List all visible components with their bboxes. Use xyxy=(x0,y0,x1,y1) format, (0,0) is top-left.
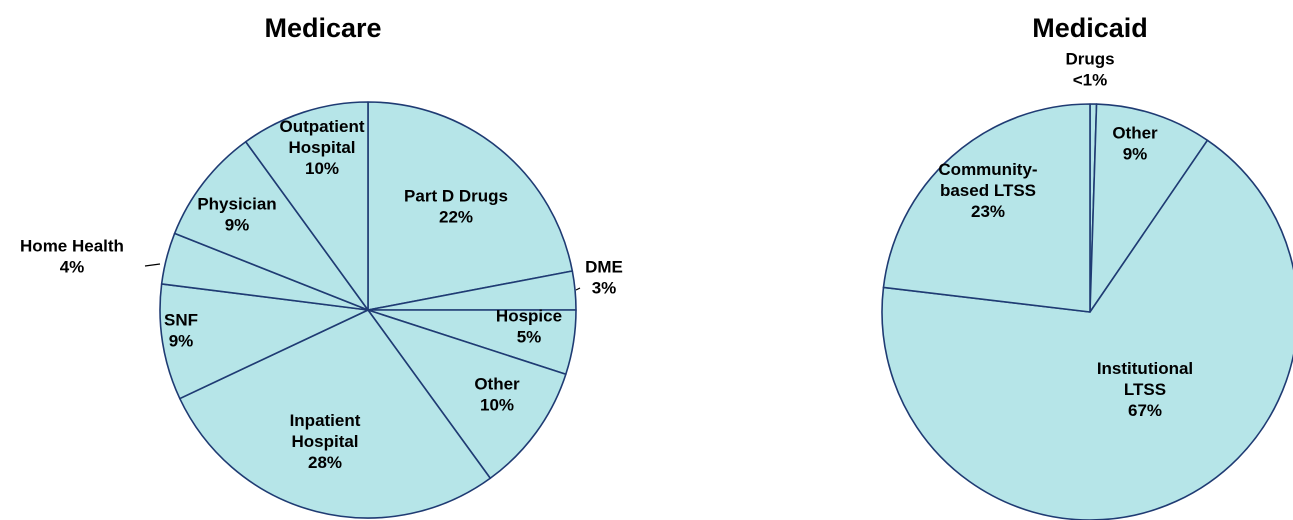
medicare-chart-title: Medicare xyxy=(264,13,381,43)
medicare-slice-4 xyxy=(179,309,492,519)
medicare-pie: Part D Drugs 22% DME 3% Hospice 5% Other 10% Inp… xyxy=(20,101,623,519)
medicare-slice-label-7: Physician 9% xyxy=(197,195,276,235)
medicaid-slice-1 xyxy=(1089,103,1209,313)
medicaid-slice-label-2: Institutional LTSS 67% xyxy=(1097,359,1193,420)
medicare-slice-8 xyxy=(244,101,369,311)
medicare-slice-3 xyxy=(367,309,567,480)
medicare-slice-label-4: Inpatient Hospital 28% xyxy=(290,411,361,472)
medicaid-chart-title: Medicaid xyxy=(1032,13,1148,43)
leader-line xyxy=(575,287,581,291)
medicare-slice-0 xyxy=(367,101,574,311)
medicare-slice-label-8: Outpatient Hospital 10% xyxy=(280,117,365,178)
medicaid-slice-2 xyxy=(881,139,1293,520)
leader-line xyxy=(144,263,161,267)
medicaid-slice-label-3: Community-based LTSS 23% xyxy=(938,160,1037,221)
medicare-slice-label-3: Other 10% xyxy=(474,375,520,415)
medicare-slice-label-1: DME 3% xyxy=(585,258,623,298)
medicare-slice-7 xyxy=(173,140,369,311)
medicare-slice-label-0: Part D Drugs 22% xyxy=(404,187,508,227)
medicare-slice-5 xyxy=(159,283,369,400)
medicare-slice-label-6: Home Health 4% xyxy=(20,237,124,277)
medicaid-slice-label-1: Other 9% xyxy=(1112,124,1158,164)
medicare-slice-label-5: SNF 9% xyxy=(164,311,198,351)
medicaid-slice-label-0: Drugs <1% xyxy=(1065,50,1114,90)
medicaid-slice-3 xyxy=(882,103,1091,313)
medicare-slice-label-2: Hospice 5% xyxy=(496,307,562,347)
medicaid-pie: Drugs <1% Other 9% Institutional LTSS 67% Commu… xyxy=(881,50,1293,520)
